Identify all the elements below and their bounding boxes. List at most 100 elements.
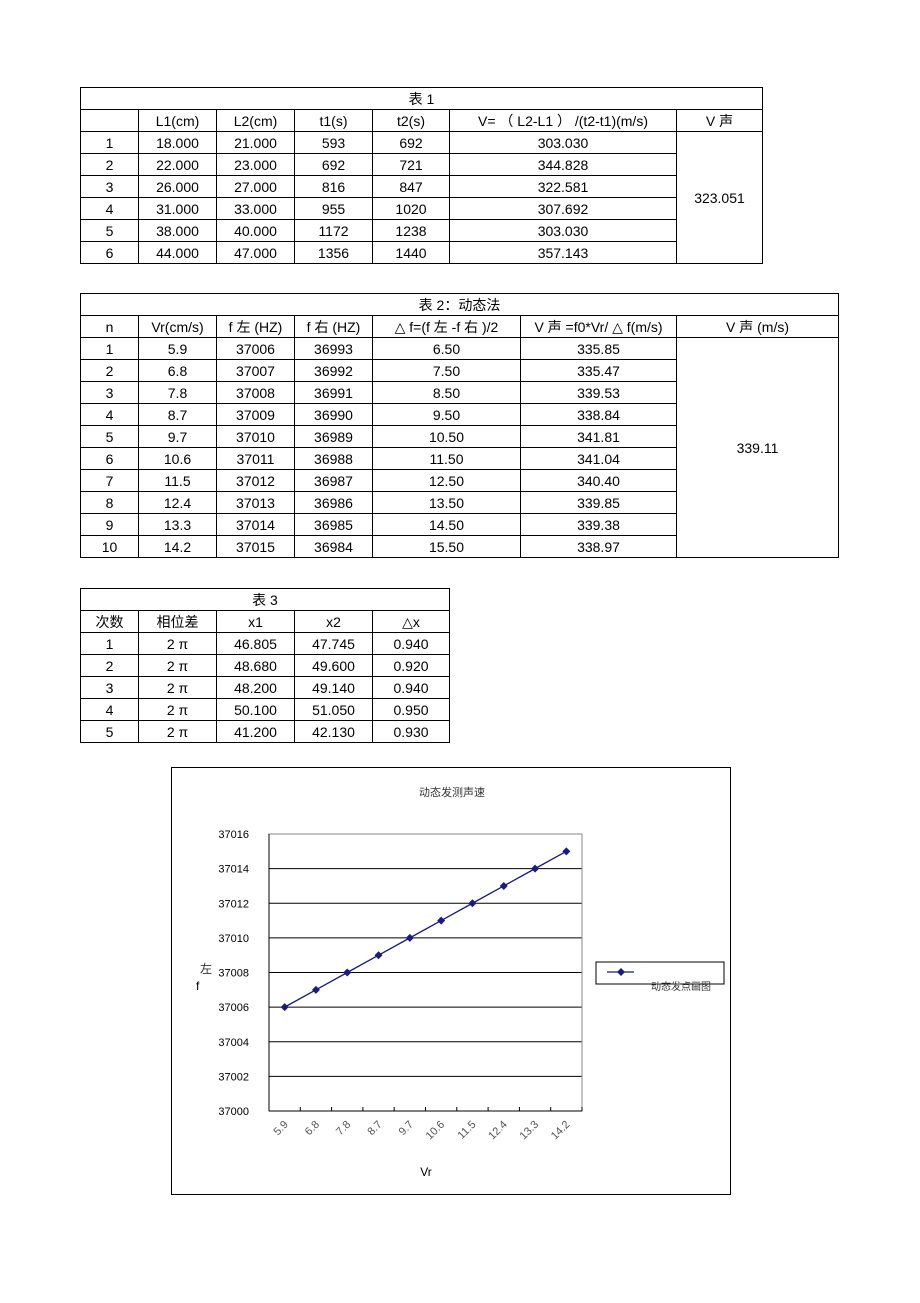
- table-cell: 23.000: [216, 153, 295, 176]
- table-cell: 14.50: [372, 513, 521, 536]
- column-header: n: [80, 315, 139, 338]
- table-cell: 6.8: [138, 359, 217, 382]
- table-cell: 50.100: [216, 698, 295, 721]
- x-tick-label: 7.8: [334, 1119, 353, 1138]
- table-cell: 36988: [294, 447, 373, 470]
- table-cell: 38.000: [138, 219, 217, 242]
- table-cell: 339.38: [520, 513, 677, 536]
- table-row: 8 12.4 37013 36986 13.50 339.85: [80, 491, 839, 514]
- table-cell: 335.85: [520, 337, 677, 360]
- x-axis-label: Vr: [420, 1165, 432, 1179]
- table-cell: 5.9: [138, 337, 217, 360]
- table-cell: 27.000: [216, 175, 295, 198]
- column-header: t2(s): [372, 109, 450, 132]
- table-cell: 11.50: [372, 447, 521, 470]
- table-cell: 4: [80, 197, 139, 220]
- table-cell: 4: [80, 698, 139, 721]
- table-cell: 5: [80, 720, 139, 743]
- table-cell: 48.680: [216, 654, 295, 677]
- x-tick-label: 5.9: [271, 1119, 290, 1138]
- column-header: L1(cm): [138, 109, 217, 132]
- table-cell: 36989: [294, 425, 373, 448]
- table-cell: 7.50: [372, 359, 521, 382]
- table-cell: 8.50: [372, 381, 521, 404]
- table-cell: 303.030: [449, 131, 677, 154]
- table-cell: 9: [80, 513, 139, 536]
- column-header: 次数: [80, 610, 139, 633]
- table-cell: 3: [80, 676, 139, 699]
- table-cell: 47.000: [216, 241, 295, 264]
- table-cell: 6.50: [372, 337, 521, 360]
- table-cell: 37012: [216, 469, 295, 492]
- x-tick-label: 11.5: [456, 1119, 479, 1142]
- table-cell: 0.950: [371, 698, 451, 721]
- table-cell: 46.805: [216, 632, 295, 655]
- table-cell: 1172: [294, 219, 373, 242]
- table-cell: 14.2: [138, 535, 217, 558]
- y-tick-label: 37004: [218, 1037, 249, 1049]
- table-cell: 13.3: [138, 513, 217, 536]
- y-tick-label: 37016: [218, 829, 249, 841]
- table-cell: 22.000: [138, 153, 217, 176]
- table-cell: 1238: [372, 219, 450, 242]
- data-point: [499, 881, 508, 890]
- chart-svg: 动态发测声速 37000 37002 37004 37006 37008 37010 3701…: [196, 785, 725, 1179]
- table-cell: 36992: [294, 359, 373, 382]
- table-cell: 339.53: [520, 381, 677, 404]
- y-axis-label-f: f: [196, 979, 200, 993]
- table-cell: 5: [80, 425, 139, 448]
- table-cell: 36993: [294, 337, 373, 360]
- table-cell: 15.50: [372, 535, 521, 558]
- table-cell: 338.97: [520, 535, 677, 558]
- table-cell: 1440: [372, 241, 450, 264]
- column-header: V 声 =f0*Vr/ △ f(m/s): [520, 315, 677, 338]
- table-cell: 51.050: [294, 698, 373, 721]
- legend-box: [595, 961, 725, 985]
- table-cell: 49.140: [294, 676, 373, 699]
- table-cell: 1: [80, 131, 139, 154]
- table-cell: 339.85: [520, 491, 677, 514]
- column-header: Vr(cm/s): [138, 315, 217, 338]
- table-cell: 37011: [216, 447, 295, 470]
- table-title-row: 表 2：动态法: [80, 293, 839, 316]
- x-tick-label: 9.7: [397, 1119, 416, 1138]
- table-cell: 37008: [216, 381, 295, 404]
- table-cell: 7: [80, 469, 139, 492]
- table-cell: 37009: [216, 403, 295, 426]
- table-cell: 344.828: [449, 153, 677, 176]
- table-cell: 1020: [372, 197, 450, 220]
- y-tick-label: 37000: [218, 1106, 249, 1118]
- table-cell: 8: [80, 491, 139, 514]
- column-header: △x: [371, 610, 451, 633]
- table-cell: 9.50: [372, 403, 521, 426]
- data-point: [343, 968, 352, 977]
- table-cell: 18.000: [138, 131, 217, 154]
- table-row: 2 22.000 23.000 692 721 344.828: [80, 153, 763, 176]
- x-tick-label: 12.4: [486, 1119, 510, 1143]
- legend-label: 动态发点画图: [651, 980, 711, 993]
- table-row: 3 26.000 27.000 816 847 322.581: [80, 175, 763, 198]
- table-title-row: 表 1: [80, 87, 763, 110]
- x-tick-label: 13.3: [518, 1119, 542, 1143]
- table-cell: 3: [80, 381, 139, 404]
- table-cell: 307.692: [449, 197, 677, 220]
- data-point: [405, 933, 414, 942]
- table-cell: 303.030: [449, 219, 677, 242]
- table-cell: 2: [80, 153, 139, 176]
- table-cell: 37014: [216, 513, 295, 536]
- table-cell: 9.7: [138, 425, 217, 448]
- table-cell: 1: [80, 632, 139, 655]
- table-cell: 5: [80, 219, 139, 242]
- average-speed-cell: 323.051: [676, 131, 763, 264]
- table-cell: 692: [372, 131, 450, 154]
- y-tick-label: 37002: [218, 1071, 249, 1083]
- table-cell: 1: [80, 337, 139, 360]
- table-cell: 338.84: [520, 403, 677, 426]
- column-header: f 右 (HZ): [294, 315, 373, 338]
- table-cell: 816: [294, 175, 373, 198]
- header-row: 次数 相位差 x1 x2 △x: [80, 610, 451, 633]
- table-row: 5 38.000 40.000 1172 1238 303.030: [80, 219, 763, 242]
